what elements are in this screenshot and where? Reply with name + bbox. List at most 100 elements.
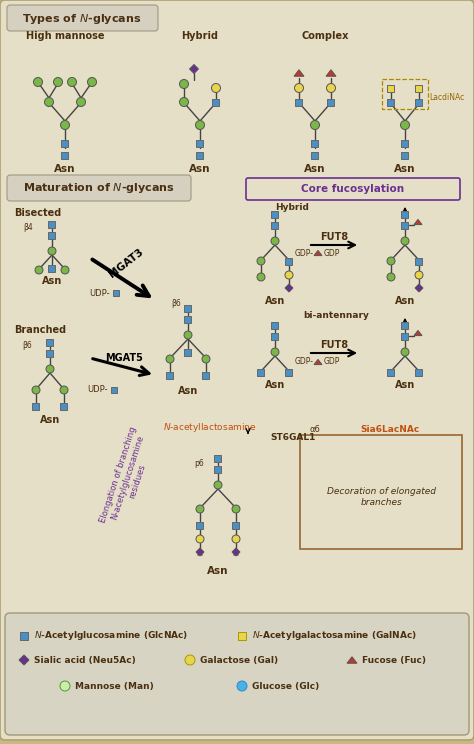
Polygon shape — [314, 359, 322, 365]
Text: Decoration of elongated
branches: Decoration of elongated branches — [328, 487, 437, 507]
Text: Complex: Complex — [301, 31, 349, 41]
FancyBboxPatch shape — [257, 368, 264, 376]
FancyBboxPatch shape — [416, 368, 422, 376]
Circle shape — [271, 348, 279, 356]
Circle shape — [195, 121, 204, 129]
FancyBboxPatch shape — [5, 613, 469, 735]
Text: Mannose (Man): Mannose (Man) — [75, 682, 154, 690]
Polygon shape — [196, 548, 204, 556]
Text: Bisected: Bisected — [14, 208, 61, 218]
Polygon shape — [232, 548, 240, 556]
FancyBboxPatch shape — [20, 632, 28, 640]
Text: UDP-: UDP- — [90, 289, 110, 298]
FancyBboxPatch shape — [48, 220, 55, 228]
FancyBboxPatch shape — [62, 139, 69, 147]
FancyBboxPatch shape — [46, 350, 54, 356]
Text: β6: β6 — [22, 341, 32, 350]
Circle shape — [166, 355, 174, 363]
FancyBboxPatch shape — [202, 371, 210, 379]
FancyBboxPatch shape — [295, 98, 302, 106]
Circle shape — [214, 481, 222, 489]
Polygon shape — [326, 70, 336, 76]
Circle shape — [46, 365, 54, 373]
Circle shape — [196, 535, 204, 543]
Text: p6: p6 — [194, 458, 204, 467]
Text: α6: α6 — [310, 426, 321, 434]
FancyBboxPatch shape — [285, 257, 292, 265]
Text: Asn: Asn — [54, 164, 76, 174]
FancyBboxPatch shape — [166, 371, 173, 379]
Text: GDP: GDP — [324, 358, 340, 367]
FancyBboxPatch shape — [388, 85, 394, 92]
Text: GDP: GDP — [324, 248, 340, 257]
Text: Asn: Asn — [42, 276, 62, 286]
Text: Hybrid: Hybrid — [275, 204, 309, 213]
FancyBboxPatch shape — [61, 403, 67, 409]
FancyBboxPatch shape — [197, 152, 203, 158]
Circle shape — [294, 83, 303, 92]
Text: Types of $\it{N}$-glycans: Types of $\it{N}$-glycans — [22, 12, 142, 26]
Text: $\it{N}$-Acetylglucosamine (GlcNAc): $\it{N}$-Acetylglucosamine (GlcNAc) — [34, 629, 188, 643]
Text: bi-antennary: bi-antennary — [303, 310, 369, 319]
FancyBboxPatch shape — [311, 139, 319, 147]
FancyBboxPatch shape — [388, 368, 394, 376]
Circle shape — [45, 97, 54, 106]
Text: GDP-: GDP- — [295, 358, 314, 367]
Text: $\it{N}$-acetyllactosamine: $\it{N}$-acetyllactosamine — [163, 420, 257, 434]
Text: Asn: Asn — [40, 415, 60, 425]
Text: High mannose: High mannose — [26, 31, 104, 41]
Text: β4: β4 — [23, 223, 33, 232]
FancyBboxPatch shape — [238, 632, 246, 640]
FancyBboxPatch shape — [7, 5, 158, 31]
Text: Asn: Asn — [189, 164, 211, 174]
Text: ST6GAL1: ST6GAL1 — [270, 432, 315, 441]
Circle shape — [271, 237, 279, 245]
FancyBboxPatch shape — [197, 139, 203, 147]
Text: FUT8: FUT8 — [320, 232, 348, 242]
Circle shape — [237, 681, 247, 691]
Circle shape — [387, 273, 395, 281]
Circle shape — [61, 121, 70, 129]
Circle shape — [310, 121, 319, 129]
Circle shape — [415, 271, 423, 279]
FancyBboxPatch shape — [215, 466, 221, 472]
Text: MGAT3: MGAT3 — [107, 246, 145, 280]
Text: Glucose (Glc): Glucose (Glc) — [252, 682, 319, 690]
Circle shape — [257, 257, 265, 265]
FancyBboxPatch shape — [401, 152, 409, 158]
FancyBboxPatch shape — [215, 455, 221, 461]
FancyBboxPatch shape — [62, 152, 69, 158]
FancyBboxPatch shape — [184, 348, 191, 356]
Polygon shape — [415, 284, 423, 292]
FancyBboxPatch shape — [33, 403, 39, 409]
Polygon shape — [314, 251, 322, 256]
FancyBboxPatch shape — [113, 290, 119, 296]
Circle shape — [327, 83, 336, 92]
Text: GDP-: GDP- — [295, 248, 314, 257]
Text: β6: β6 — [171, 298, 181, 307]
Text: Asn: Asn — [265, 380, 285, 390]
FancyBboxPatch shape — [416, 98, 422, 106]
Circle shape — [401, 348, 409, 356]
FancyBboxPatch shape — [184, 315, 191, 322]
FancyBboxPatch shape — [197, 522, 203, 528]
Polygon shape — [414, 219, 422, 225]
FancyBboxPatch shape — [46, 339, 54, 345]
FancyBboxPatch shape — [233, 522, 239, 528]
Text: Asn: Asn — [395, 296, 415, 306]
Circle shape — [180, 80, 189, 89]
FancyBboxPatch shape — [272, 321, 279, 329]
Text: FUT8: FUT8 — [320, 340, 348, 350]
FancyBboxPatch shape — [272, 222, 279, 228]
Circle shape — [232, 505, 240, 513]
Text: Branched: Branched — [14, 325, 66, 335]
Circle shape — [387, 257, 395, 265]
Circle shape — [180, 97, 189, 106]
Circle shape — [401, 237, 409, 245]
FancyBboxPatch shape — [272, 333, 279, 339]
Text: Asn: Asn — [207, 566, 229, 576]
Polygon shape — [347, 657, 357, 663]
Circle shape — [257, 273, 265, 281]
FancyBboxPatch shape — [416, 85, 422, 92]
FancyBboxPatch shape — [388, 98, 394, 106]
